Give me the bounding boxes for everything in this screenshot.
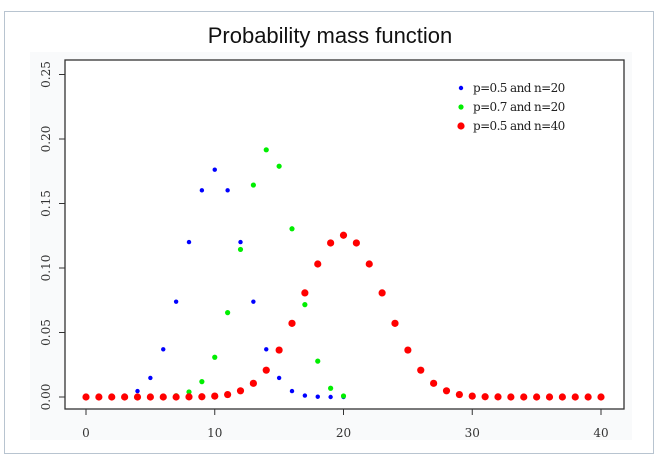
data-point [225, 188, 230, 193]
data-point [597, 393, 605, 401]
data-point [262, 366, 270, 374]
data-point [276, 375, 282, 381]
legend-marker [458, 104, 464, 110]
legend-label: p=0.7 and n=20 [473, 100, 565, 114]
legend: p=0.5 and n=20 p=0.7 and n=20 p=0.5 and n=… [457, 81, 565, 133]
data-point [159, 393, 167, 401]
data-point [199, 379, 205, 385]
data-point [212, 167, 217, 172]
data-point [455, 390, 463, 399]
chart-title: Probability mass function [208, 23, 453, 48]
data-point [135, 388, 140, 394]
y-tick-label: 0.10 [39, 255, 53, 282]
data-point [365, 260, 373, 268]
data-point [251, 299, 256, 304]
data-point [494, 393, 502, 401]
data-point [211, 392, 219, 400]
data-point [328, 385, 334, 391]
data-point [212, 354, 218, 360]
data-point [571, 393, 579, 401]
data-point [417, 366, 425, 374]
data-point [148, 375, 153, 381]
data-point [327, 239, 335, 247]
data-point [315, 394, 320, 399]
data-point [558, 393, 566, 401]
data-point [302, 393, 308, 398]
data-point [238, 239, 243, 245]
data-point [237, 246, 244, 253]
data-point [82, 393, 90, 401]
data-point [198, 393, 206, 401]
y-tick-label: 0.00 [39, 384, 53, 411]
legend-label: p=0.5 and n=20 [473, 81, 565, 95]
data-point [264, 347, 269, 352]
data-point [225, 310, 231, 316]
data-point [185, 393, 193, 401]
data-point [199, 188, 205, 193]
data-point [584, 393, 592, 401]
data-point [533, 393, 541, 401]
data-point [520, 393, 528, 401]
y-tick-label: 0.05 [39, 319, 53, 346]
data-point [146, 393, 154, 401]
data-point [301, 289, 309, 297]
data-point [250, 182, 256, 188]
data-point [236, 387, 245, 395]
data-point [404, 346, 412, 354]
x-axis: 0 10 20 30 40 [82, 409, 609, 440]
data-point [289, 226, 295, 232]
data-point [315, 358, 321, 364]
data-point [186, 389, 192, 395]
data-point [378, 289, 386, 297]
data-point [314, 260, 322, 268]
data-point [186, 239, 192, 245]
data-point [289, 388, 295, 394]
x-tick-label: 30 [465, 426, 480, 440]
data-point [328, 394, 333, 400]
data-point [391, 319, 399, 327]
data-point [507, 393, 515, 401]
data-point [545, 393, 554, 401]
data-point [249, 379, 257, 387]
legend-marker [458, 85, 464, 91]
data-point [468, 392, 476, 400]
y-axis: 0.00 0.05 0.10 0.15 0.20 0.25 [39, 61, 65, 410]
data-point [288, 319, 296, 327]
data-point [352, 239, 360, 247]
data-point [302, 302, 308, 308]
data-point [95, 393, 103, 401]
data-point [430, 379, 438, 387]
x-tick-label: 0 [82, 426, 90, 440]
y-tick-label: 0.20 [39, 126, 53, 153]
legend-marker [457, 122, 465, 130]
data-points [82, 147, 605, 401]
data-point [108, 393, 116, 401]
y-tick-label: 0.25 [39, 61, 53, 88]
data-point [172, 393, 180, 401]
x-tick-label: 10 [207, 426, 222, 440]
x-tick-label: 20 [336, 426, 351, 440]
data-point [161, 347, 166, 352]
legend-label: p=0.5 and n=40 [473, 119, 565, 133]
data-point [173, 299, 179, 304]
data-point [339, 231, 348, 239]
data-point [340, 393, 347, 399]
data-point [224, 390, 232, 399]
data-point [275, 346, 283, 354]
data-point [263, 147, 269, 153]
x-tick-label: 40 [593, 426, 608, 440]
y-tick-label: 0.15 [39, 190, 53, 217]
data-point [276, 163, 282, 169]
data-point [481, 393, 489, 401]
data-point [121, 393, 129, 401]
data-point [442, 387, 451, 395]
data-point [133, 393, 142, 401]
